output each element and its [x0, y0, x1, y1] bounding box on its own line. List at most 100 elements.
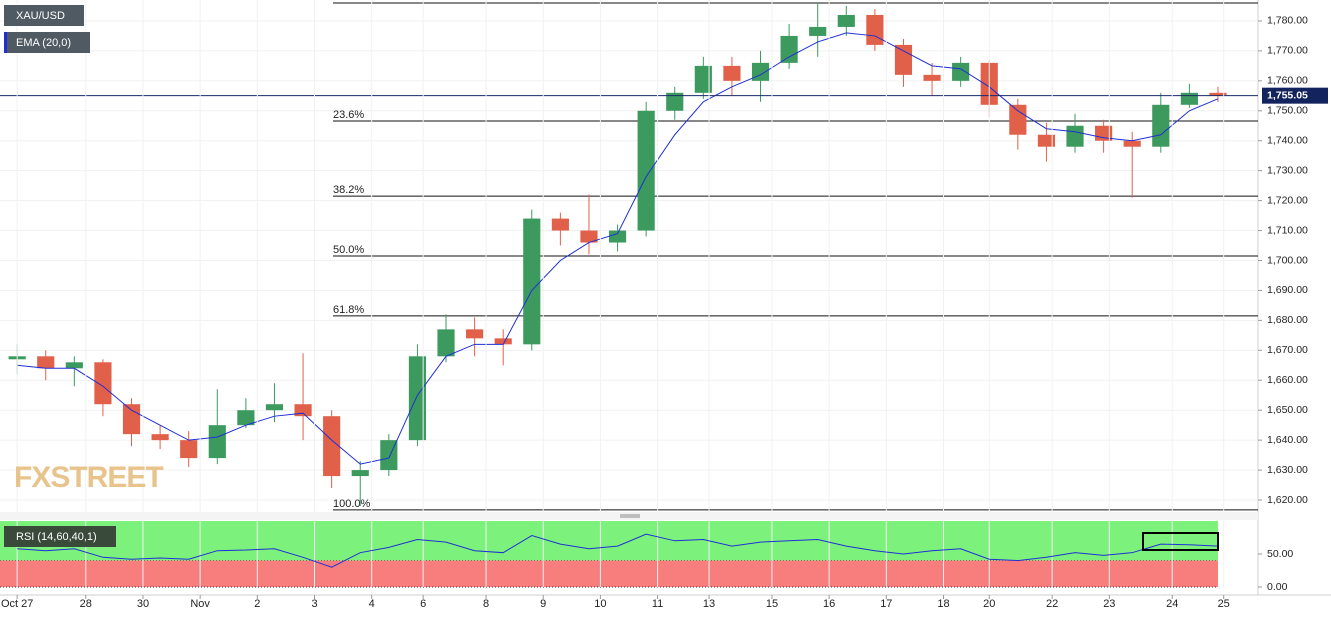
y-tick-label: 1,750.00 — [1267, 105, 1308, 117]
candle-body — [122, 404, 141, 435]
candle-body — [923, 74, 941, 81]
candle-body — [1180, 92, 1198, 105]
rsi-badge — [4, 526, 116, 547]
y-tick-label: 1,660.00 — [1267, 374, 1308, 386]
fib-label: 61.8% — [333, 304, 364, 316]
y-tick-label: 1,710.00 — [1267, 224, 1308, 236]
zone — [0, 521, 1218, 561]
candle-body — [37, 356, 55, 369]
candle-body — [809, 26, 827, 36]
candle-body — [1209, 92, 1227, 96]
watermark: FXSTREET — [14, 461, 163, 494]
x-tick-label: 3 — [311, 598, 317, 610]
candle-body — [237, 410, 255, 426]
x-tick-label: 28 — [80, 598, 92, 610]
candle-body — [637, 110, 655, 231]
candle-body — [437, 329, 455, 357]
candle-body — [580, 230, 598, 243]
x-tick-label: 24 — [1166, 598, 1178, 610]
zone — [0, 560, 1218, 587]
last-price-label: 1,755.05 — [1267, 89, 1308, 101]
y-tick-label: 1,690.00 — [1267, 284, 1308, 296]
candle-body — [666, 92, 684, 111]
indicator-label: EMA (20,0) — [16, 37, 71, 49]
x-tick-label: 20 — [983, 598, 995, 610]
candle-body — [408, 356, 427, 441]
candle-body — [837, 14, 855, 27]
x-tick-label: Nov — [190, 598, 210, 610]
x-tick-label: 15 — [766, 598, 778, 610]
candle-body — [323, 416, 341, 477]
candle-body — [1037, 134, 1056, 147]
candle-body — [151, 434, 169, 441]
x-tick-label: 10 — [594, 598, 606, 610]
fib-label: 23.6% — [333, 109, 364, 121]
x-tick-label: Oct 27 — [1, 598, 33, 610]
candle-body — [866, 14, 884, 45]
rsi-line — [17, 533, 1218, 568]
last-price-tag — [1262, 87, 1328, 104]
candle-body — [351, 470, 369, 477]
rsi-label: RSI (14,60,40,1) — [16, 531, 97, 543]
y-tick-label: 1,670.00 — [1267, 344, 1308, 356]
y-tick-label: 1,650.00 — [1267, 404, 1308, 416]
y-tick-label: 1,720.00 — [1267, 194, 1308, 206]
y-tick-label: 1,770.00 — [1267, 45, 1308, 57]
candle-body — [265, 404, 284, 411]
x-tick-label: 13 — [703, 598, 715, 610]
x-tick-label: 4 — [369, 598, 375, 610]
candle-body — [494, 338, 512, 345]
x-tick-label: 17 — [880, 598, 892, 610]
x-tick-label: 9 — [540, 598, 546, 610]
candle-body — [208, 425, 226, 459]
candle-body — [1009, 104, 1027, 135]
x-tick-label: 22 — [1046, 598, 1058, 610]
y-tick-label: 1,780.00 — [1267, 15, 1308, 27]
fib-label: 38.2% — [333, 184, 364, 196]
fib-label: 100.0% — [333, 498, 371, 510]
y-tick-label: 0.00 — [1267, 581, 1288, 593]
candle-body — [551, 218, 569, 231]
candle-body — [608, 230, 627, 243]
fib-label: 50.0% — [333, 244, 364, 256]
y-tick-label: 1,680.00 — [1267, 314, 1308, 326]
candle-body — [523, 218, 541, 345]
candle-body — [780, 35, 798, 63]
x-tick-label: 30 — [137, 598, 149, 610]
candle-body — [1152, 104, 1170, 147]
x-tick-label: 8 — [483, 598, 489, 610]
y-tick-label: 1,730.00 — [1267, 164, 1308, 176]
pane-separator — [0, 512, 1258, 520]
y-tick-label: 1,640.00 — [1267, 434, 1308, 446]
y-tick-label: 1,700.00 — [1267, 254, 1308, 266]
y-tick-label: 50.00 — [1267, 548, 1293, 560]
candle-body — [466, 329, 484, 339]
candle-body — [723, 65, 741, 81]
x-tick-label: 23 — [1103, 598, 1115, 610]
x-tick-label: 2 — [254, 598, 260, 610]
candle-body — [694, 65, 712, 93]
candle-body — [94, 362, 112, 405]
candle-body — [952, 62, 970, 81]
ema-line — [17, 32, 1219, 465]
x-tick-label: 6 — [420, 598, 426, 610]
x-tick-label: 25 — [1218, 598, 1230, 610]
candle-body — [894, 44, 913, 75]
x-tick-label: 11 — [652, 598, 663, 610]
price-pane: 1,620.00 1,630.00 1,640.00 1,650.00 1,660.00… — [0, 2, 1328, 511]
y-tick-label: 1,740.00 — [1267, 135, 1308, 147]
indicator-badge — [4, 32, 90, 53]
candle-body — [294, 404, 312, 417]
x-tick-label: 16 — [823, 598, 835, 610]
candle-body — [1123, 140, 1141, 147]
x-tick-label: 18 — [937, 598, 949, 610]
candle-body — [751, 62, 770, 81]
candle-body — [1066, 125, 1084, 147]
highlight-box — [1142, 532, 1219, 551]
y-tick-label: 1,620.00 — [1267, 494, 1308, 506]
candle-body — [65, 362, 83, 369]
candle-body — [180, 440, 198, 459]
